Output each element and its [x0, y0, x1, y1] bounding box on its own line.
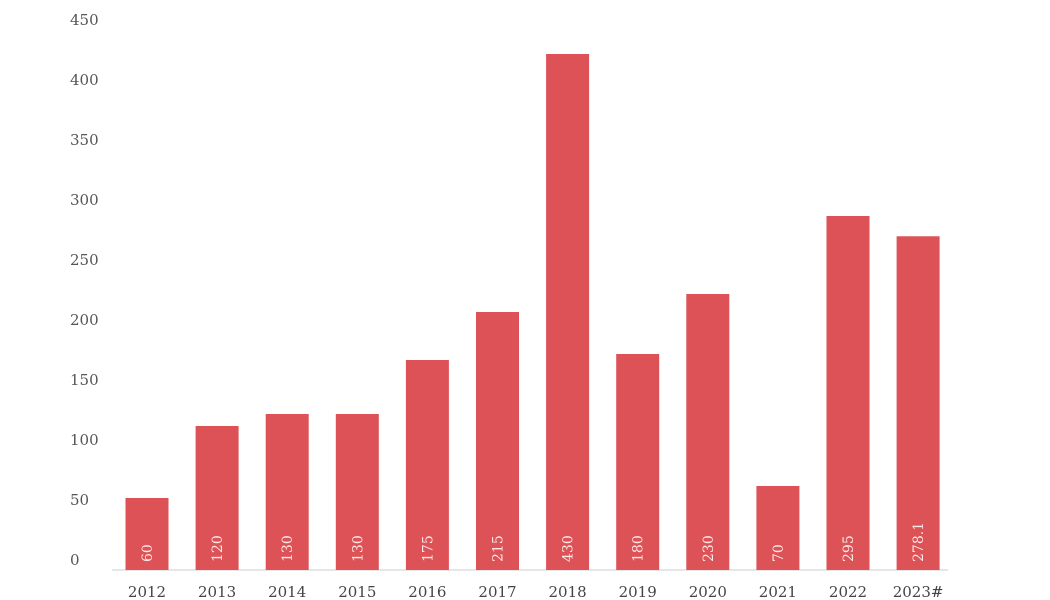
data-label: 215: [491, 535, 507, 562]
bar-2022: [826, 216, 870, 570]
data-label: 120: [210, 535, 226, 562]
x-tick-label: 2019: [619, 583, 657, 600]
y-tick-label: 150: [70, 371, 99, 389]
x-tick-label: 2017: [478, 583, 516, 600]
bar-2012: [125, 498, 169, 570]
bar-2017: [476, 312, 519, 570]
bar-2016: [405, 360, 449, 570]
bar-2014: [265, 414, 309, 570]
y-tick-label: 50: [70, 491, 89, 509]
bar-2018: [546, 54, 590, 570]
x-tick-label: 2021: [759, 583, 797, 600]
data-label: 230: [701, 535, 717, 562]
y-tick-label: 300: [70, 191, 99, 209]
x-tick-label: 2018: [549, 583, 587, 600]
x-tick-label: 2013: [198, 583, 236, 600]
data-label: 130: [280, 535, 296, 562]
x-tick-label: 2020: [689, 583, 727, 600]
y-tick-label: 250: [70, 251, 99, 269]
y-tick-label: 450: [70, 11, 99, 29]
x-tick-label: 2015: [338, 583, 376, 600]
bar-2019: [616, 354, 660, 570]
data-label: 130: [350, 535, 366, 562]
bar-2021: [756, 486, 800, 570]
x-tick-label: 2012: [128, 583, 166, 600]
y-tick-label: 350: [70, 131, 99, 149]
y-tick-label: 200: [70, 311, 99, 329]
bar-2020: [686, 294, 730, 570]
x-tick-label: 2014: [268, 583, 306, 600]
data-label: 175: [420, 535, 436, 562]
x-tick-label: 2023#: [893, 583, 944, 600]
bar-2013: [195, 426, 239, 570]
data-label: 180: [631, 535, 647, 562]
bar-2015: [335, 414, 379, 570]
y-tick-label: 400: [70, 71, 99, 89]
y-tick-label: 100: [70, 431, 99, 449]
data-label: 60: [140, 544, 156, 562]
bar-2023#: [896, 236, 940, 570]
data-label: 70: [771, 544, 787, 562]
data-label: 278.1: [911, 522, 927, 562]
data-label: 295: [841, 535, 857, 562]
x-tick-label: 2016: [408, 583, 446, 600]
data-label: 430: [561, 535, 577, 562]
y-tick-label: 0: [70, 551, 80, 569]
x-tick-label: 2022: [829, 583, 867, 600]
